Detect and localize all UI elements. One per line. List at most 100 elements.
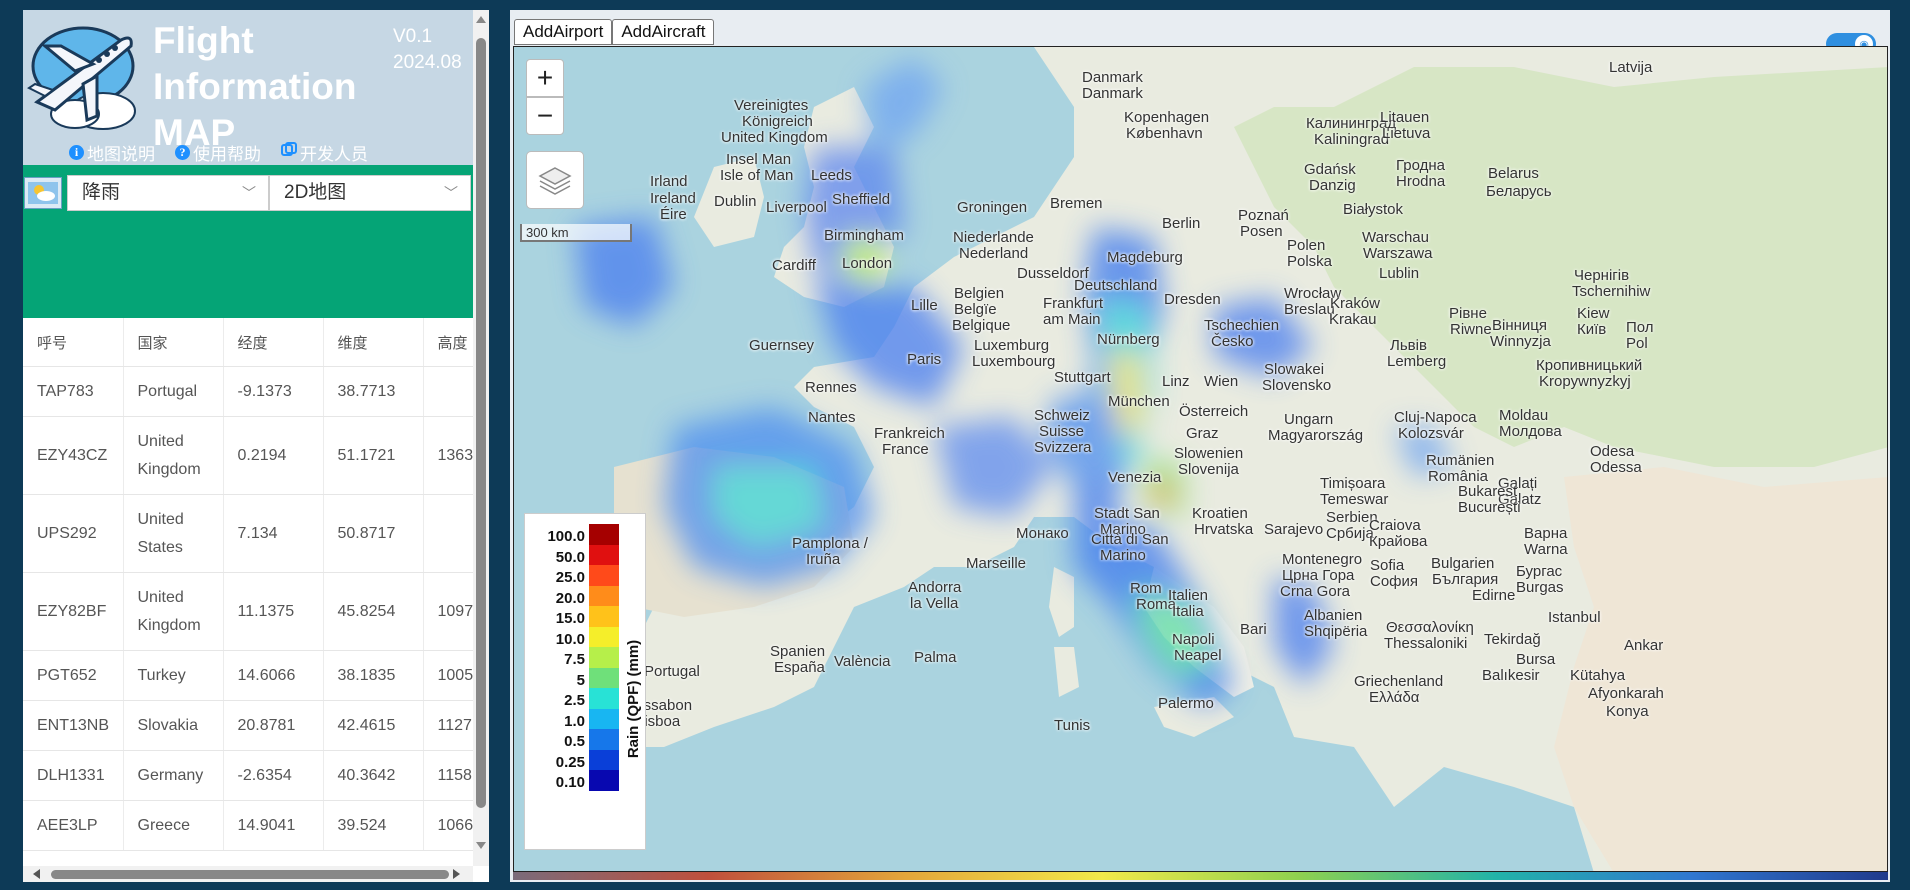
cell-latitude: 51.1721	[323, 416, 424, 495]
column-header-altitude[interactable]: 高度	[423, 318, 473, 367]
scroll-left-arrow-icon[interactable]	[33, 869, 40, 879]
cell-country: Slovakia	[123, 700, 224, 751]
map-mode-value: 2D地图	[284, 182, 347, 203]
flight-table: 呼号 国家 经度 维度 高度 TAP783 Portugal -9.1373 38.7…	[23, 318, 473, 851]
legend-color-swatch	[589, 770, 619, 791]
developers-label: 开发人员	[300, 144, 368, 164]
legend-color-swatch	[589, 585, 619, 607]
info-icon: i	[69, 144, 84, 160]
color-gradient-bar	[513, 872, 1888, 880]
map-base-layer	[514, 47, 1887, 871]
cell-country: Turkey	[123, 650, 224, 701]
cell-callsign: ENT13NB	[23, 700, 124, 751]
legend-color-swatch	[589, 544, 619, 566]
zoom-in-button[interactable]: +	[526, 59, 564, 97]
legend-label: 0.10	[555, 774, 585, 791]
cell-latitude: 45.8254	[323, 572, 424, 651]
cell-altitude	[423, 494, 473, 573]
legend-label: 15.0	[555, 610, 585, 627]
cell-callsign: UPS292	[23, 494, 124, 573]
version-info: V0.1 2024.08	[393, 24, 462, 76]
legend-label: 25.0	[555, 569, 585, 586]
vertical-scroll-thumb[interactable]	[476, 38, 486, 808]
column-header-longitude[interactable]: 经度	[223, 318, 324, 367]
horizontal-scroll-thumb[interactable]	[51, 870, 449, 879]
flight-table-container[interactable]: 呼号 国家 经度 维度 高度 TAP783 Portugal -9.1373 38.7…	[23, 318, 473, 866]
horizontal-scrollbar[interactable]	[23, 866, 473, 882]
map-description-link[interactable]: i 地图说明	[69, 140, 155, 164]
cell-country: Portugal	[123, 366, 224, 417]
cell-callsign: EZY82BF	[23, 572, 124, 651]
release-date: 2024.08	[393, 52, 462, 73]
rain-map[interactable]: Latvija Danmark Danmark Vereinigtes Königrei…	[513, 46, 1888, 872]
cell-longitude: -9.1373	[223, 366, 324, 417]
layers-button[interactable]	[526, 151, 584, 209]
map-toolbar: AddAirport AddAircraft	[514, 19, 715, 45]
developers-link[interactable]: 开发人员	[281, 140, 368, 164]
cell-latitude: 38.7713	[323, 366, 424, 417]
scroll-up-arrow-icon[interactable]	[476, 16, 486, 23]
table-row[interactable]: EZY43CZ United Kingdom 0.2194 51.1721 1363	[23, 416, 473, 495]
chevron-down-icon: ﹀	[242, 185, 256, 201]
table-row[interactable]: UPS292 United States 7.134 50.8717	[23, 494, 473, 573]
legend-color-swatch	[589, 524, 619, 545]
cell-latitude: 39.524	[323, 800, 424, 851]
table-row[interactable]: AEE3LP Greece 14.9041 39.524 1066	[23, 800, 473, 851]
cell-altitude: 1158	[423, 750, 473, 801]
cell-country: United Kingdom	[123, 416, 224, 495]
zoom-out-button[interactable]: −	[526, 97, 564, 135]
usage-help-link[interactable]: ? 使用帮助	[175, 140, 261, 164]
legend-label: 0.5	[564, 733, 585, 750]
app-header: Flight Information MAP V0.1 2024.08 i 地图…	[23, 10, 489, 165]
table-header-row: 呼号 国家 经度 维度 高度	[23, 318, 473, 367]
cell-longitude: 20.8781	[223, 700, 324, 751]
weather-layer-value: 降雨	[82, 182, 121, 203]
map-panel: AddAirport AddAircraft ◉	[510, 10, 1890, 882]
cell-callsign: TAP783	[23, 366, 124, 417]
scroll-down-arrow-icon[interactable]	[476, 842, 486, 849]
legend-color-swatch	[589, 729, 619, 750]
cell-country: Germany	[123, 750, 224, 801]
rain-legend: 100.0 50.0 25.0 20.0 15.0 10.0 7.5 5 2.5 1.0 0.5 0.…	[524, 513, 646, 850]
cell-altitude: 1127	[423, 700, 473, 751]
scroll-right-arrow-icon[interactable]	[453, 869, 460, 879]
column-header-latitude[interactable]: 维度	[323, 318, 424, 367]
cell-altitude: 1005	[423, 650, 473, 701]
legend-title-text: Rain (QPF) (mm)	[625, 639, 642, 759]
legend-color-swatch	[589, 565, 619, 586]
add-aircraft-button[interactable]: AddAircraft	[612, 19, 715, 45]
table-row[interactable]: PGT652 Turkey 14.6066 38.1835 1005	[23, 650, 473, 701]
legend-color-swatch	[589, 667, 619, 689]
legend-color-swatch	[589, 626, 619, 648]
legend-color-swatch	[589, 708, 619, 730]
usage-help-label: 使用帮助	[193, 144, 261, 164]
legend-label: 7.5	[564, 651, 585, 668]
cell-altitude	[423, 366, 473, 417]
header-links: i 地图说明 ? 使用帮助 开发人员	[69, 140, 368, 164]
legend-label: 100.0	[547, 528, 585, 545]
legend-title: Rain (QPF) (mm)	[625, 584, 643, 814]
column-header-callsign[interactable]: 呼号	[23, 318, 124, 367]
table-row[interactable]: TAP783 Portugal -9.1373 38.7713	[23, 366, 473, 417]
legend-label: 0.25	[555, 753, 585, 771]
table-row[interactable]: EZY82BF United Kingdom 11.1375 45.8254 1097	[23, 572, 473, 651]
weather-icon	[28, 182, 58, 204]
map-mode-select[interactable]: 2D地图 ﹀	[269, 175, 471, 211]
legend-label: 1.0	[564, 712, 585, 730]
legend-color-swatch	[589, 647, 619, 668]
cell-country: United States	[123, 494, 224, 573]
vertical-scrollbar[interactable]	[473, 10, 489, 866]
weather-layer-select[interactable]: 降雨 ﹀	[67, 175, 269, 211]
weather-layer-button[interactable]	[24, 177, 62, 209]
table-row[interactable]: DLH1331 Germany -2.6354 40.3642 1158	[23, 750, 473, 801]
help-icon: ?	[175, 144, 190, 160]
table-row[interactable]: ENT13NB Slovakia 20.8781 42.4615 1127	[23, 700, 473, 751]
cell-altitude: 1097	[423, 572, 473, 651]
cell-callsign: PGT652	[23, 650, 124, 701]
column-header-country[interactable]: 国家	[123, 318, 224, 367]
cell-longitude: 14.9041	[223, 800, 324, 851]
add-airport-button[interactable]: AddAirport	[514, 19, 613, 45]
legend-color-swatch	[589, 606, 619, 627]
scale-bar: 300 km	[520, 224, 632, 242]
legend-label: 5	[576, 671, 585, 689]
